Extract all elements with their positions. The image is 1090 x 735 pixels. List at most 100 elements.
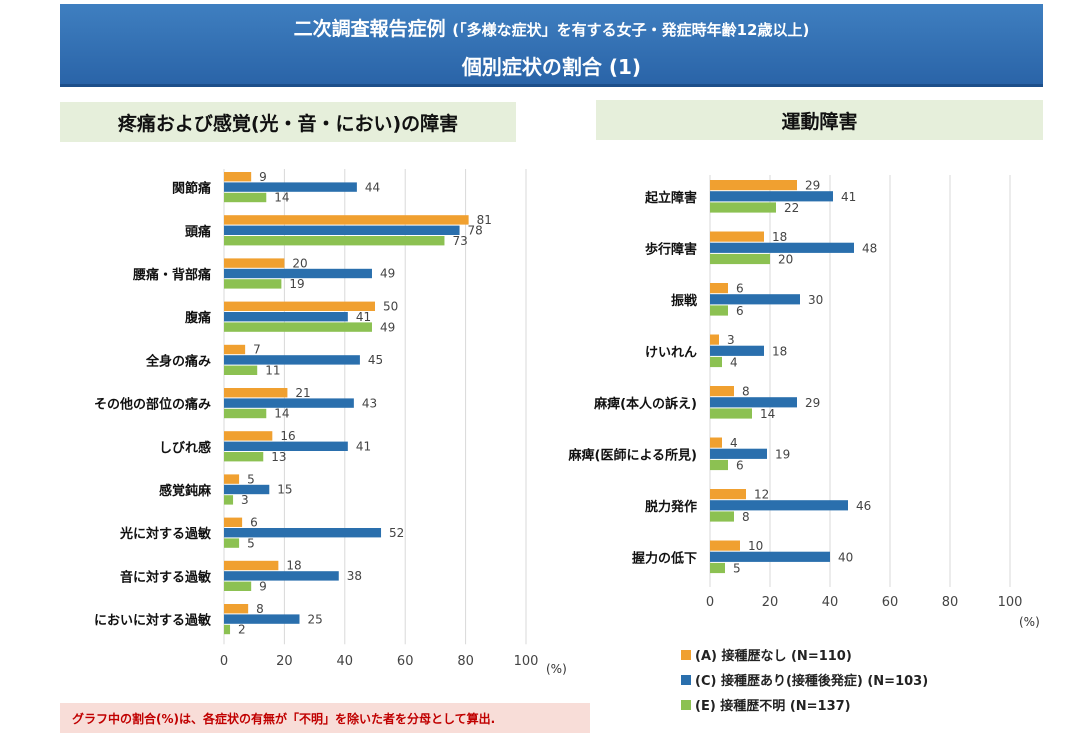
x-tick-label: 60 bbox=[397, 654, 414, 669]
data-label: 29 bbox=[805, 396, 820, 410]
bar-a bbox=[710, 180, 797, 191]
bar-e bbox=[224, 495, 234, 505]
data-label: 6 bbox=[736, 282, 744, 296]
data-label: 20 bbox=[292, 256, 307, 270]
legend-swatch-e bbox=[681, 700, 691, 710]
data-label: 50 bbox=[383, 300, 398, 314]
data-label: 30 bbox=[808, 293, 823, 307]
category-label: 音に対する過敏 bbox=[120, 569, 212, 585]
legend-label-a: (A) 接種歴なし (N=110) bbox=[695, 649, 852, 664]
legend-label-e: (E) 接種歴不明 (N=137) bbox=[695, 699, 851, 714]
x-tick-label: 20 bbox=[276, 654, 293, 669]
data-label: 5 bbox=[247, 472, 255, 486]
x-unit-label: (%) bbox=[546, 662, 567, 676]
section-title-pain: 疼痛および感覚(光・音・におい)の障害 bbox=[60, 102, 516, 142]
bar-e bbox=[224, 322, 372, 332]
bar-e bbox=[710, 459, 728, 471]
data-label: 81 bbox=[477, 213, 492, 227]
x-tick-label: 100 bbox=[514, 654, 539, 669]
category-label: しびれ感 bbox=[159, 440, 211, 456]
legend: (A) 接種歴なし (N=110) (C) 接種歴あり(接種後発症) (N=10… bbox=[681, 645, 1011, 720]
subtitle: 個別症状の割合 bbox=[461, 55, 602, 79]
data-label: 6 bbox=[736, 304, 744, 318]
x-tick-label: 100 bbox=[998, 595, 1023, 610]
x-unit-label: (%) bbox=[1019, 615, 1040, 629]
data-label: 45 bbox=[368, 353, 383, 367]
category-label: けいれん bbox=[645, 345, 697, 360]
category-label: 関節痛 bbox=[172, 181, 211, 197]
bar-a bbox=[224, 258, 285, 268]
bar-a bbox=[224, 604, 249, 614]
data-label: 41 bbox=[356, 440, 371, 454]
category-label: 握力の低下 bbox=[632, 550, 697, 566]
legend-item-a: (A) 接種歴なし (N=110) bbox=[681, 645, 1011, 670]
data-label: 52 bbox=[389, 526, 404, 540]
bar-a bbox=[710, 437, 722, 448]
legend-label-c: (C) 接種歴あり(接種後発症) (N=103) bbox=[695, 674, 929, 689]
category-label: 脱力発作 bbox=[645, 499, 697, 515]
data-label: 21 bbox=[295, 386, 310, 400]
bar-a bbox=[224, 517, 243, 527]
legend-item-e: (E) 接種歴不明 (N=137) bbox=[681, 695, 1011, 720]
bar-e bbox=[710, 408, 752, 419]
bar-a bbox=[710, 334, 719, 345]
legend-swatch-a bbox=[681, 650, 691, 660]
bar-c bbox=[224, 614, 300, 624]
data-label: 19 bbox=[289, 277, 304, 291]
bar-a bbox=[224, 215, 469, 225]
bar-c bbox=[224, 225, 460, 235]
data-label: 29 bbox=[805, 179, 820, 193]
x-tick-label: 80 bbox=[942, 595, 959, 610]
footnote: グラフ中の割合(%)は、各症状の有無が「不明」を除いた者を分母として算出. bbox=[60, 703, 590, 733]
data-label: 3 bbox=[727, 333, 735, 347]
bar-a bbox=[224, 474, 240, 484]
data-label: 15 bbox=[277, 483, 292, 497]
bar-a bbox=[224, 431, 273, 441]
data-label: 2 bbox=[238, 623, 246, 637]
x-tick-label: 40 bbox=[822, 595, 839, 610]
bar-e bbox=[710, 305, 728, 316]
bar-c bbox=[710, 448, 767, 459]
x-tick-label: 40 bbox=[337, 654, 354, 669]
data-label: 8 bbox=[256, 602, 264, 616]
category-label: その他の部位の痛み bbox=[94, 397, 211, 413]
data-label: 25 bbox=[308, 612, 323, 626]
bar-e bbox=[710, 253, 770, 265]
data-label: 6 bbox=[736, 459, 744, 473]
data-label: 11 bbox=[265, 364, 280, 378]
bar-c bbox=[224, 398, 354, 408]
category-label: 振戦 bbox=[671, 293, 698, 309]
data-label: 44 bbox=[365, 180, 380, 194]
subtitle-num: (1) bbox=[608, 55, 642, 79]
bar-c bbox=[710, 191, 833, 202]
data-label: 13 bbox=[271, 450, 286, 464]
data-label: 73 bbox=[452, 234, 467, 248]
data-label: 10 bbox=[748, 539, 763, 553]
bar-e bbox=[224, 624, 231, 635]
category-label: においに対する過敏 bbox=[94, 613, 212, 629]
data-label: 43 bbox=[362, 396, 377, 410]
data-label: 14 bbox=[274, 191, 289, 205]
bar-e bbox=[710, 356, 722, 368]
bar-c bbox=[224, 528, 382, 538]
category-label: 麻痺(医師による所見) bbox=[568, 447, 698, 463]
bar-e bbox=[710, 511, 734, 522]
bar-c bbox=[710, 397, 797, 408]
title-line-2: 個別症状の割合 (1) bbox=[60, 51, 1043, 80]
data-label: 40 bbox=[838, 550, 853, 564]
bar-c bbox=[224, 441, 348, 451]
bar-e bbox=[224, 236, 445, 246]
category-label: 光に対する過敏 bbox=[119, 526, 212, 542]
bar-e bbox=[224, 192, 267, 203]
bar-a bbox=[224, 172, 252, 182]
bar-c bbox=[710, 500, 848, 511]
data-label: 18 bbox=[772, 230, 787, 244]
category-label: 歩行障害 bbox=[645, 241, 697, 257]
data-label: 41 bbox=[841, 190, 856, 204]
bar-a bbox=[710, 231, 764, 242]
bar-c bbox=[224, 484, 270, 495]
bar-e bbox=[224, 365, 258, 375]
data-label: 5 bbox=[733, 562, 741, 576]
